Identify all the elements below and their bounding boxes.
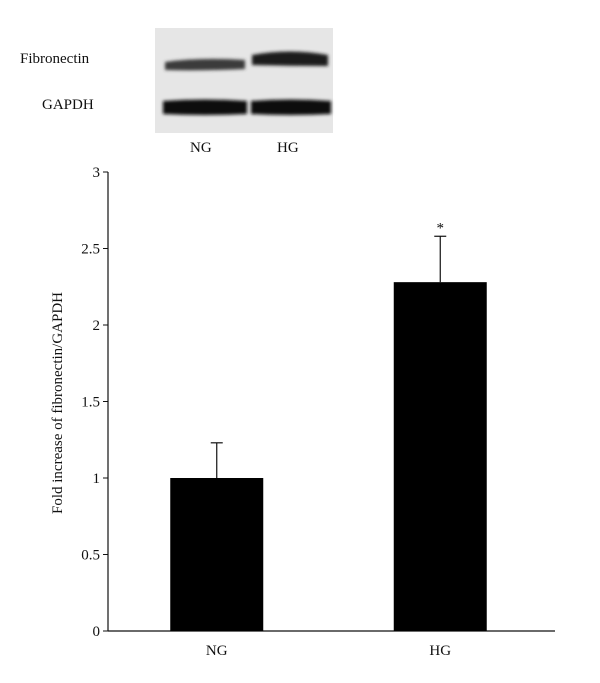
y-tick-label: 1 [93, 471, 101, 487]
blot-lane-label-ng: NG [190, 140, 212, 156]
y-tick-label: 2 [93, 318, 101, 334]
x-axis: NG HG [108, 630, 555, 659]
y-tick-label: 0.5 [81, 548, 100, 564]
blot-row-label-gapdh: GAPDH [42, 97, 94, 113]
y-axis: 0 0.5 1 1.5 2 2.5 3 [81, 165, 109, 640]
y-axis-label: Fold increase of fibronectin/GAPDH [50, 292, 66, 514]
y-tick-label: 2.5 [81, 242, 100, 258]
blot-band-fibronectin-hg [252, 51, 328, 66]
bar [393, 282, 487, 631]
blot-image [155, 28, 333, 133]
y-tick-label: 1.5 [81, 395, 100, 411]
blot-band-fibronectin-ng [165, 58, 245, 71]
blot-band-gapdh-hg [251, 99, 331, 115]
y-tick-label: 0 [93, 624, 101, 640]
blot-lane-label-hg: HG [277, 140, 299, 156]
bar [170, 478, 264, 631]
blot-background [155, 28, 333, 133]
x-tick-label: HG [429, 643, 451, 659]
bars: * [170, 220, 487, 631]
y-tick-label: 3 [93, 165, 101, 181]
significance-marker: * [437, 220, 445, 236]
blot-band-gapdh-ng [163, 99, 247, 115]
x-tick-label: NG [206, 643, 228, 659]
blot-row-label-fibronectin: Fibronectin [20, 51, 90, 67]
